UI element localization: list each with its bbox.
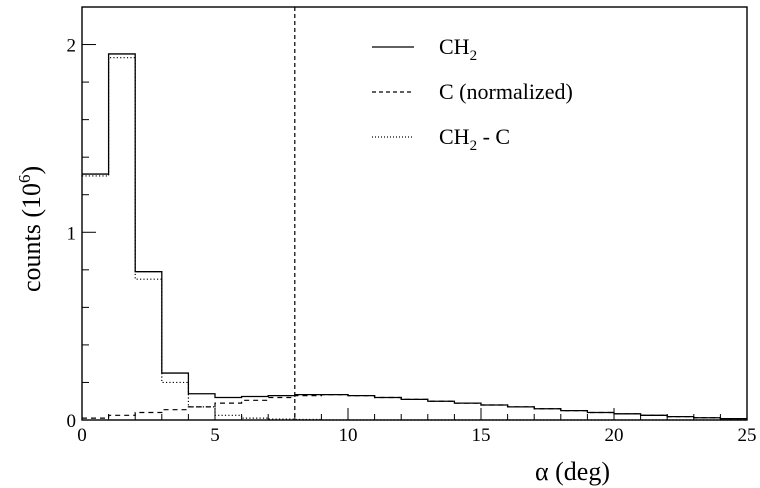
legend-label-diff: CH2 - C: [439, 124, 510, 154]
y-axis-title: counts (106): [15, 166, 46, 292]
x-tick-label: 15: [472, 425, 491, 446]
x-tick-label: 5: [210, 425, 220, 446]
y-tick-label: 2: [67, 36, 77, 57]
ticks-layer: 0 5 10 15 20 25 0 1 2: [67, 6, 757, 446]
x-axis-title: α (deg): [535, 457, 610, 486]
y-axis-title-main: counts (10: [17, 183, 46, 292]
y-axis-title-close: ): [17, 166, 46, 175]
plot-frame: [81, 6, 748, 421]
series-c: [82, 394, 747, 420]
x-tick-label: 20: [605, 425, 624, 446]
x-tick-label: 10: [339, 425, 358, 446]
series-ch2: [82, 53, 747, 420]
x-tick-label: 0: [77, 425, 87, 446]
series-layer: [82, 53, 747, 421]
legend-label-c: C (normalized): [439, 79, 573, 104]
legend: CH2 C (normalized) CH2 - C: [372, 34, 573, 154]
y-tick-label: 0: [67, 411, 77, 432]
legend-label-ch2: CH2: [439, 34, 477, 64]
y-axis-title-exponent: 6: [15, 174, 34, 183]
y-tick-label: 1: [67, 223, 77, 244]
x-tick-label: 25: [738, 425, 757, 446]
series-diff: [82, 57, 747, 421]
